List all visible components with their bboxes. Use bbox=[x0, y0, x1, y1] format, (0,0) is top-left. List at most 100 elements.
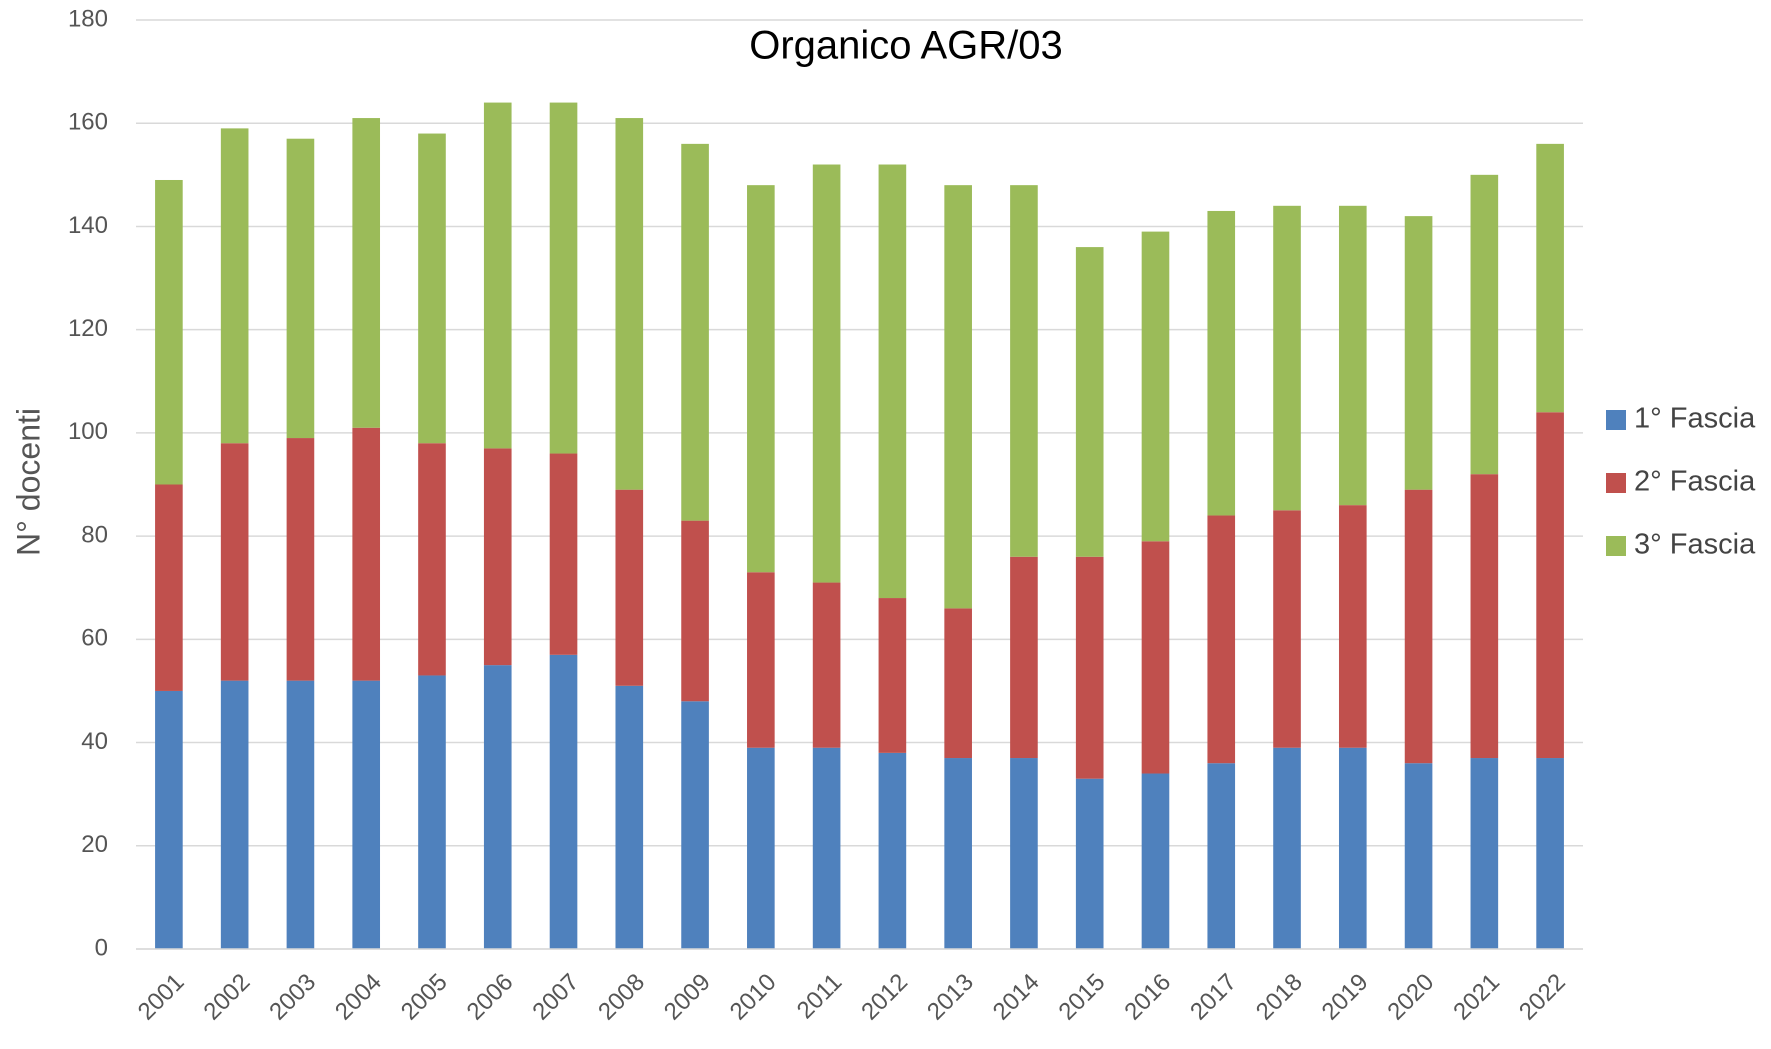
x-tick-label: 2010 bbox=[725, 969, 782, 1026]
x-tick-label: 2019 bbox=[1317, 969, 1374, 1026]
y-tick-label: 120 bbox=[68, 315, 108, 342]
bar-segment bbox=[483, 102, 512, 449]
bar-segment bbox=[483, 665, 512, 949]
bar-segment bbox=[1141, 231, 1170, 542]
bar-segment bbox=[812, 582, 841, 748]
x-tick-label: 2003 bbox=[264, 969, 321, 1026]
bar-segment bbox=[878, 598, 907, 753]
bar-segment bbox=[286, 138, 315, 439]
bar-segment bbox=[1470, 174, 1499, 475]
bar-segment bbox=[1338, 205, 1367, 506]
bar-segment bbox=[944, 608, 972, 759]
legend-label: 1° Fascia bbox=[1634, 403, 1756, 435]
bar-segment bbox=[352, 118, 381, 428]
y-tick-label: 60 bbox=[81, 625, 108, 652]
bar-segment bbox=[1338, 747, 1367, 949]
x-tick-label: 2001 bbox=[133, 969, 190, 1026]
bar-segment bbox=[878, 164, 907, 599]
y-tick-label: 160 bbox=[68, 109, 108, 136]
bar-segment bbox=[155, 690, 183, 949]
x-tick-label: 2006 bbox=[462, 969, 519, 1026]
bar-segment bbox=[812, 164, 841, 583]
bar-segment bbox=[1207, 763, 1236, 949]
bar-segment bbox=[418, 133, 446, 444]
bar-segment bbox=[1404, 216, 1433, 490]
x-tick-label: 2011 bbox=[792, 969, 848, 1025]
bar-segment bbox=[1075, 247, 1104, 557]
bar-segment bbox=[549, 102, 578, 454]
bar-segment bbox=[615, 489, 644, 686]
legend-swatch bbox=[1606, 536, 1626, 556]
bar-segment bbox=[944, 758, 972, 949]
x-tick-label: 2017 bbox=[1185, 969, 1242, 1026]
x-tick-label: 2005 bbox=[396, 969, 453, 1026]
bar-segment bbox=[418, 675, 446, 949]
y-tick-label: 180 bbox=[68, 5, 108, 32]
bar-segment bbox=[286, 680, 315, 949]
legend-swatch bbox=[1606, 410, 1626, 430]
bar-segment bbox=[878, 752, 907, 949]
chart-title: Organico AGR/03 bbox=[749, 24, 1063, 68]
x-tick-label: 2014 bbox=[988, 969, 1045, 1026]
bar-segment bbox=[1075, 778, 1104, 949]
bar-segment bbox=[155, 484, 183, 691]
x-tick-label: 2021 bbox=[1448, 969, 1505, 1026]
bar-segment bbox=[418, 443, 446, 676]
y-tick-label: 40 bbox=[81, 728, 108, 755]
legend-label: 3° Fascia bbox=[1634, 529, 1756, 561]
x-tick-label: 2018 bbox=[1251, 969, 1308, 1026]
bar-segment bbox=[1536, 143, 1564, 413]
bar-segment bbox=[286, 438, 315, 681]
bar-segment bbox=[549, 654, 578, 949]
bar-segment bbox=[155, 179, 183, 485]
y-tick-label: 140 bbox=[68, 212, 108, 239]
bar-segment bbox=[1404, 763, 1433, 949]
x-tick-label: 2004 bbox=[330, 969, 387, 1026]
bar-segment bbox=[747, 572, 775, 748]
y-tick-label: 80 bbox=[81, 521, 108, 548]
legend-label: 2° Fascia bbox=[1634, 466, 1756, 498]
bar-segment bbox=[1207, 515, 1236, 764]
bar-segment bbox=[1404, 489, 1433, 764]
bar-segment bbox=[1141, 773, 1170, 949]
bar-segment bbox=[812, 747, 841, 949]
x-tick-label: 2002 bbox=[199, 969, 256, 1026]
y-tick-label: 100 bbox=[68, 418, 108, 445]
x-tick-label: 2016 bbox=[1119, 969, 1176, 1026]
bar-segment bbox=[220, 128, 249, 444]
bar-segment bbox=[1075, 556, 1104, 779]
bar-segment bbox=[220, 443, 249, 681]
x-tick-label: 2012 bbox=[856, 969, 913, 1026]
y-axis-label: N° docenti bbox=[10, 408, 46, 556]
x-tick-label: 2008 bbox=[593, 969, 650, 1026]
bar-segment bbox=[1273, 747, 1301, 949]
bar-segment bbox=[615, 118, 644, 490]
bar-segment bbox=[1273, 205, 1301, 511]
bar-segment bbox=[483, 448, 512, 666]
bar-segment bbox=[352, 680, 381, 949]
bar-segment bbox=[1207, 210, 1236, 516]
x-tick-label: 2009 bbox=[659, 969, 716, 1026]
y-tick-label: 0 bbox=[95, 934, 108, 961]
bar-segment bbox=[1010, 758, 1038, 949]
bar-segment bbox=[1536, 758, 1564, 949]
x-tick-label: 2022 bbox=[1514, 969, 1571, 1026]
x-tick-label: 2007 bbox=[527, 969, 584, 1026]
x-tick-label: 2020 bbox=[1382, 969, 1439, 1026]
y-tick-label: 20 bbox=[81, 831, 108, 858]
bar-segment bbox=[1470, 474, 1499, 759]
bar-segment bbox=[549, 453, 578, 655]
bar-segment bbox=[1010, 556, 1038, 759]
bar-segment bbox=[1470, 758, 1499, 949]
bar-segment bbox=[747, 185, 775, 573]
bar-segment bbox=[1273, 510, 1301, 748]
x-tick-label: 2015 bbox=[1054, 969, 1111, 1026]
bar-segment bbox=[1141, 541, 1170, 774]
bar-segment bbox=[615, 685, 644, 949]
bar-segment bbox=[220, 680, 249, 949]
bar-segment bbox=[681, 520, 709, 702]
bar-segment bbox=[681, 701, 709, 949]
bar-segment bbox=[352, 427, 381, 681]
x-tick-label: 2013 bbox=[922, 969, 979, 1026]
